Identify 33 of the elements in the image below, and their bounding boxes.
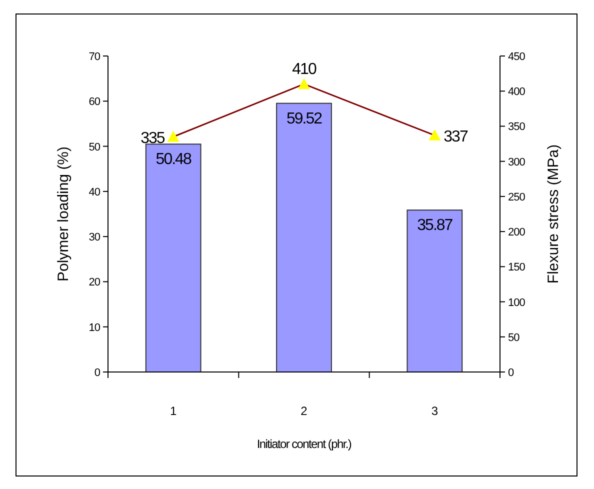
y2-tick-label: 450: [508, 51, 526, 63]
y-tick-label: 70: [88, 51, 100, 63]
y2-tick-label: 0: [508, 367, 514, 379]
y-tick-label: 40: [88, 186, 100, 198]
y2-tick-label: 50: [508, 332, 520, 344]
y2-axis-title: Flexure stress (MPa): [545, 144, 562, 284]
y-tick-label: 10: [88, 322, 100, 334]
y-tick-label: 20: [88, 276, 100, 289]
bar: [276, 102, 332, 372]
data-label: 335: [140, 130, 166, 147]
y2-tick-label: 300: [508, 156, 526, 168]
y-tick-label: 30: [88, 232, 100, 244]
y-tick-label: 60: [88, 96, 100, 108]
y-tick-label: 50: [88, 141, 100, 154]
data-label: 410: [292, 61, 317, 78]
y2-tick-label: 400: [508, 86, 526, 98]
data-label: 337: [444, 128, 468, 146]
bar: [145, 144, 202, 372]
x-tick-label: 2: [300, 404, 308, 418]
y2-tick-label: 100: [508, 296, 526, 309]
y-tick-label: 0: [94, 367, 100, 379]
data-label: 50.48: [156, 151, 192, 168]
data-label: 59.52: [286, 110, 323, 128]
y2-tick-label: 350: [508, 121, 526, 134]
x-tick-label: 3: [431, 404, 438, 418]
bar: [406, 210, 463, 372]
y-axis-title: Polymer loading (%): [55, 146, 72, 282]
x-tick-label: 1: [170, 404, 177, 418]
x-axis-title: Initiator content (phr.): [256, 437, 352, 451]
y2-tick-label: 250: [508, 191, 526, 204]
data-label: 35.87: [417, 217, 454, 234]
y2-tick-label: 150: [508, 262, 526, 274]
y2-tick-label: 200: [508, 226, 526, 239]
